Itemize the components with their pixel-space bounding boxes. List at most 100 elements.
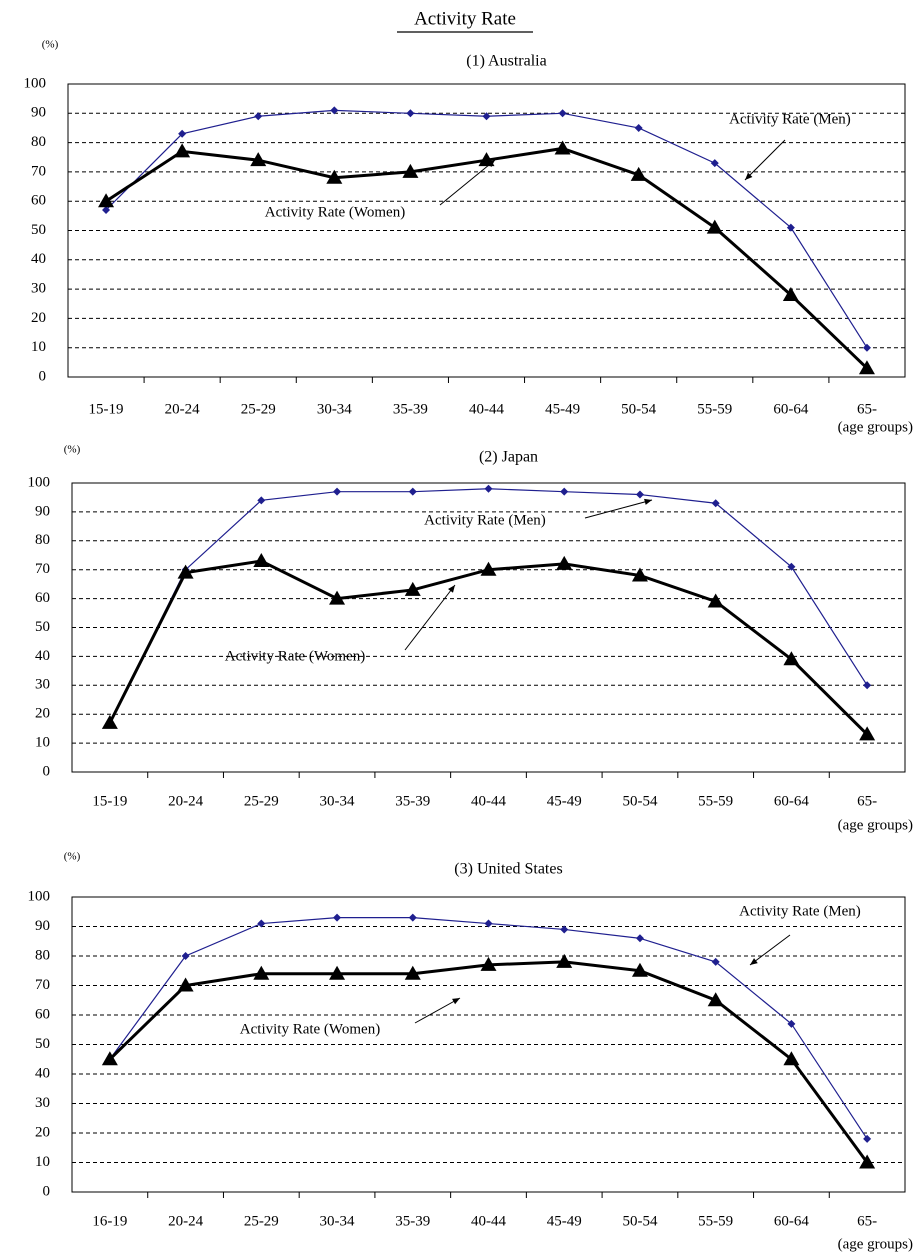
y-unit: (%) (64, 851, 81, 863)
x-tick-label: 20-24 (168, 1213, 203, 1229)
y-tick-label: 20 (31, 310, 46, 326)
diamond-marker (254, 112, 263, 121)
triangle-marker (630, 166, 647, 181)
y-tick-label: 100 (24, 75, 47, 91)
diamond-marker (333, 913, 342, 922)
plot-frame (71, 896, 906, 1193)
x-tick-label: 45-49 (545, 401, 580, 417)
annotation-arrow (744, 139, 786, 181)
diamond-marker (635, 934, 644, 943)
y-tick-label: 30 (35, 1095, 50, 1111)
diamond-marker (406, 109, 415, 118)
chart-title: (1) Australia (466, 53, 546, 70)
y-tick-label: 0 (43, 1183, 51, 1199)
triangle-marker (177, 977, 194, 992)
diamond-marker (635, 490, 644, 499)
x-tick-label: 25-29 (244, 1213, 279, 1229)
diamond-marker (408, 913, 417, 922)
y-tick-label: 0 (39, 368, 47, 384)
triangle-marker (707, 992, 724, 1007)
triangle-marker (554, 140, 571, 155)
annotation-arrow (749, 934, 791, 966)
triangle-marker (858, 360, 875, 375)
y-tick-label: 100 (28, 474, 51, 490)
annotation-arrow (584, 499, 653, 519)
x-tick-label: 55-59 (698, 793, 733, 809)
diamond-marker (560, 487, 569, 496)
x-tick-label: 30-34 (317, 401, 352, 417)
y-tick-label: 40 (35, 1065, 50, 1081)
y-tick-label: 50 (35, 619, 50, 635)
diamond-marker (257, 919, 266, 928)
diamond-marker (484, 919, 493, 928)
y-unit: (%) (42, 39, 59, 51)
triangle-marker (782, 286, 799, 301)
diamond-marker (558, 109, 567, 118)
plot-frame (71, 482, 906, 773)
triangle-marker (326, 169, 343, 184)
diamond-marker (178, 129, 187, 138)
triangle-marker (329, 590, 346, 605)
x-tick-label: 15-19 (92, 793, 127, 809)
y-tick-label: 60 (35, 1006, 50, 1022)
series-annotation: Activity Rate (Men) (424, 512, 546, 528)
x-tick-label: 45-49 (547, 1213, 582, 1229)
y-tick-label: 10 (35, 735, 50, 751)
y-tick-label: 20 (35, 706, 50, 722)
x-tick-label: 40-44 (471, 793, 506, 809)
x-tick-label: 30-34 (320, 1213, 355, 1229)
triangle-marker (329, 965, 346, 980)
x-tick-label: 65- (857, 1213, 877, 1229)
diamond-marker (786, 223, 795, 232)
x-tick-label: 55-59 (697, 401, 732, 417)
x-tick-label: 45-49 (547, 793, 582, 809)
y-tick-label: 0 (43, 763, 51, 779)
x-tick-label: 35-39 (393, 401, 428, 417)
y-tick-label: 30 (35, 677, 50, 693)
x-tick-label: 20-24 (168, 793, 203, 809)
triangle-marker (859, 1154, 876, 1169)
x-tick-label: 25-29 (241, 401, 276, 417)
diamond-marker (711, 499, 720, 508)
diamond-marker (482, 112, 491, 121)
triangle-marker (859, 726, 876, 741)
arrow-head (452, 998, 460, 1005)
y-tick-label: 70 (35, 561, 50, 577)
arrow-head (644, 498, 652, 505)
series-annotation: Activity Rate (Men) (729, 111, 851, 127)
arrow-head (448, 585, 455, 593)
x-tick-label: 40-44 (469, 401, 504, 417)
x-tick-label: 20-24 (165, 401, 200, 417)
y-tick-label: 40 (31, 251, 46, 267)
triangle-marker (706, 219, 723, 234)
triangle-marker (177, 564, 194, 579)
diamond-marker (862, 343, 871, 352)
chart-title: (2) Japan (479, 449, 538, 466)
series-annotation: Activity Rate (Men) (739, 903, 861, 919)
annotation-arrow (439, 159, 496, 206)
series-annotation: Activity Rate (Women) (240, 1021, 380, 1037)
x-tick-label: 50-54 (622, 793, 657, 809)
triangle-marker (404, 965, 421, 980)
y-tick-label: 20 (35, 1124, 50, 1140)
diamond-marker (710, 159, 719, 168)
x-axis-label: (age groups) (838, 419, 913, 435)
y-tick-label: 60 (31, 193, 46, 209)
triangle-marker (101, 1051, 118, 1066)
triangle-marker (556, 555, 573, 570)
series-line (105, 109, 868, 349)
diamond-marker (634, 123, 643, 132)
y-tick-label: 80 (35, 947, 50, 963)
series-line (108, 559, 869, 736)
x-tick-label: 40-44 (471, 1213, 506, 1229)
triangle-marker (480, 956, 497, 971)
diamond-marker (787, 562, 796, 571)
annotation-arrow (414, 997, 461, 1024)
y-tick-label: 70 (31, 163, 46, 179)
plot-frame (67, 83, 906, 378)
y-tick-label: 60 (35, 590, 50, 606)
y-unit: (%) (64, 444, 81, 456)
y-tick-label: 40 (35, 648, 50, 664)
y-tick-label: 80 (31, 134, 46, 150)
triangle-marker (253, 965, 270, 980)
